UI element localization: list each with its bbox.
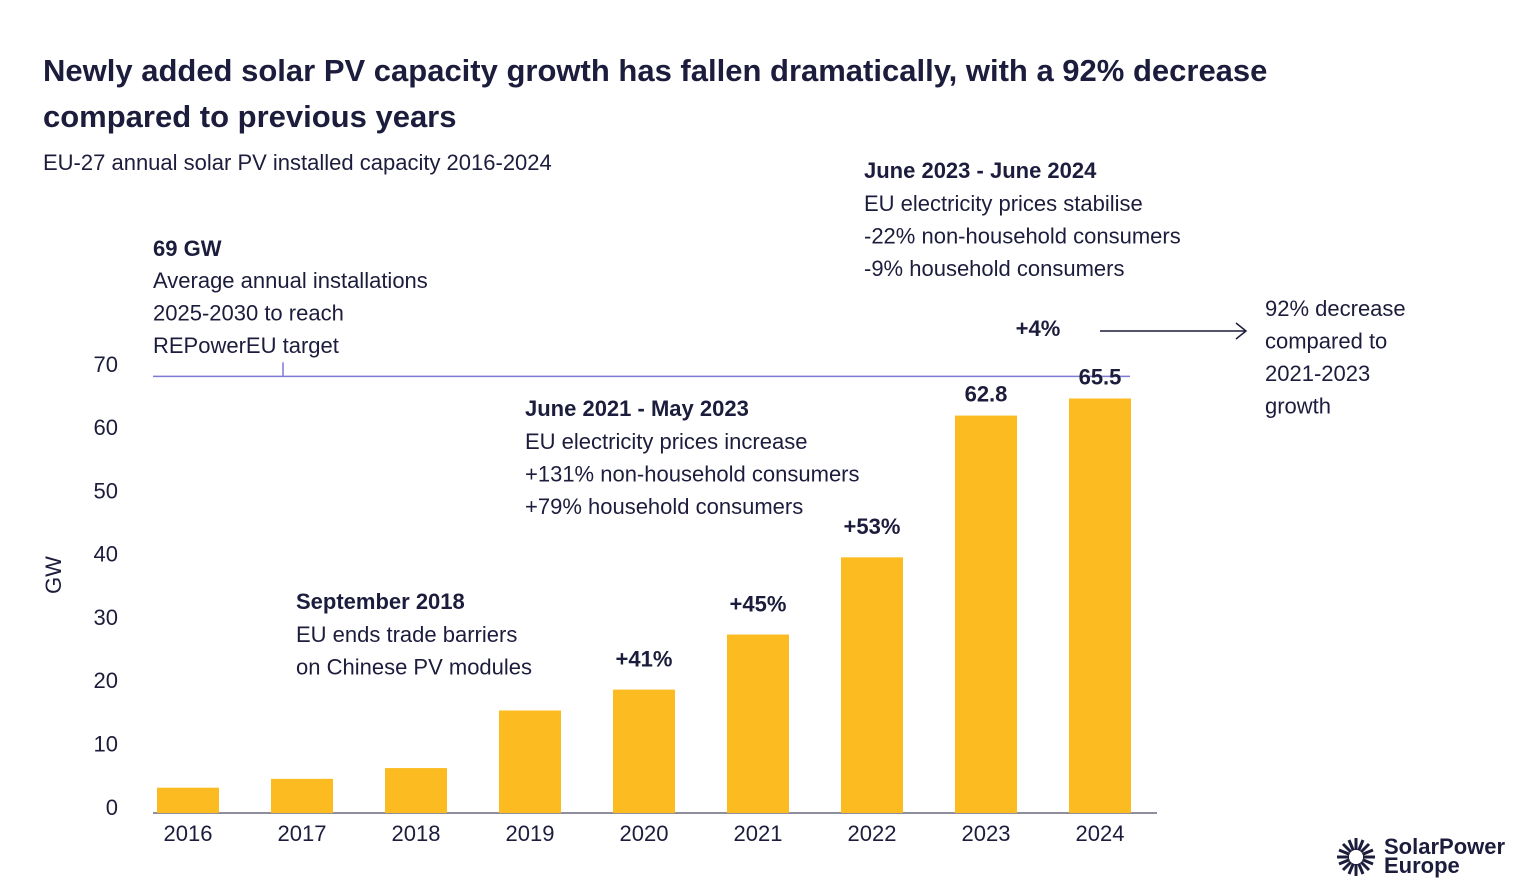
annotation-line: +131% non-household consumers (525, 461, 860, 486)
annotation-title: September 2018 (296, 589, 465, 614)
target-text: Average annual installations (153, 268, 428, 293)
bar (157, 787, 219, 813)
note-line: compared to (1265, 328, 1387, 353)
chart-subtitle: EU-27 annual solar PV installed capacity… (43, 150, 552, 175)
y-tick-label: 10 (94, 732, 118, 757)
y-tick-label: 40 (94, 542, 118, 567)
annotation-title: June 2023 - June 2024 (864, 158, 1097, 183)
bar (841, 557, 903, 813)
y-tick-label: 60 (94, 415, 118, 440)
y-tick-label: 50 (94, 478, 118, 503)
note-line: 92% decrease (1265, 296, 1406, 321)
bar (499, 710, 561, 813)
growth-label: +4% (1016, 316, 1061, 341)
x-tick-label: 2022 (848, 821, 897, 846)
note-line: growth (1265, 393, 1331, 418)
bar (385, 768, 447, 813)
x-tick-label: 2019 (506, 821, 555, 846)
y-tick-label: 30 (94, 605, 118, 630)
annotation-line: -22% non-household consumers (864, 223, 1181, 248)
target-label: 69 GW (153, 236, 222, 261)
x-tick-label: 2021 (734, 821, 783, 846)
logo-icon (1337, 838, 1375, 876)
target-text: 2025-2030 to reach (153, 300, 344, 325)
annotation-line: -9% household consumers (864, 256, 1124, 281)
x-tick-label: 2016 (164, 821, 213, 846)
x-tick-label: 2017 (278, 821, 327, 846)
x-tick-label: 2024 (1076, 821, 1125, 846)
bar (1069, 398, 1131, 813)
x-tick-label: 2018 (392, 821, 441, 846)
y-axis-label: GW (41, 556, 66, 594)
logo-text: SolarPower (1384, 834, 1505, 859)
annotation-line: EU electricity prices stabilise (864, 191, 1143, 216)
bar (271, 778, 333, 813)
chart-title: Newly added solar PV capacity growth has… (43, 53, 1268, 134)
value-label: 62.8 (965, 381, 1008, 406)
bar (955, 415, 1017, 813)
x-tick-label: 2020 (620, 821, 669, 846)
growth-label: +41% (616, 646, 673, 671)
value-label: 65.5 (1079, 364, 1122, 389)
y-tick-label: 20 (94, 668, 118, 693)
x-tick-label: 2023 (962, 821, 1011, 846)
annotation-title: June 2021 - May 2023 (525, 396, 749, 421)
y-tick-label: 70 (94, 352, 118, 377)
note-line: 2021-2023 (1265, 361, 1370, 386)
growth-label: +45% (730, 591, 787, 616)
growth-label: +53% (844, 514, 901, 539)
annotation-line: +79% household consumers (525, 494, 803, 519)
annotation-line: on Chinese PV modules (296, 654, 532, 679)
bar (727, 634, 789, 813)
annotation-line: EU ends trade barriers (296, 622, 517, 647)
logo-text: Europe (1384, 853, 1460, 878)
bar (613, 689, 675, 813)
annotation-line: EU electricity prices increase (525, 429, 807, 454)
arrow-head (1235, 322, 1248, 340)
target-text: REPowerEU target (153, 333, 339, 358)
y-tick-label: 0 (106, 795, 118, 820)
